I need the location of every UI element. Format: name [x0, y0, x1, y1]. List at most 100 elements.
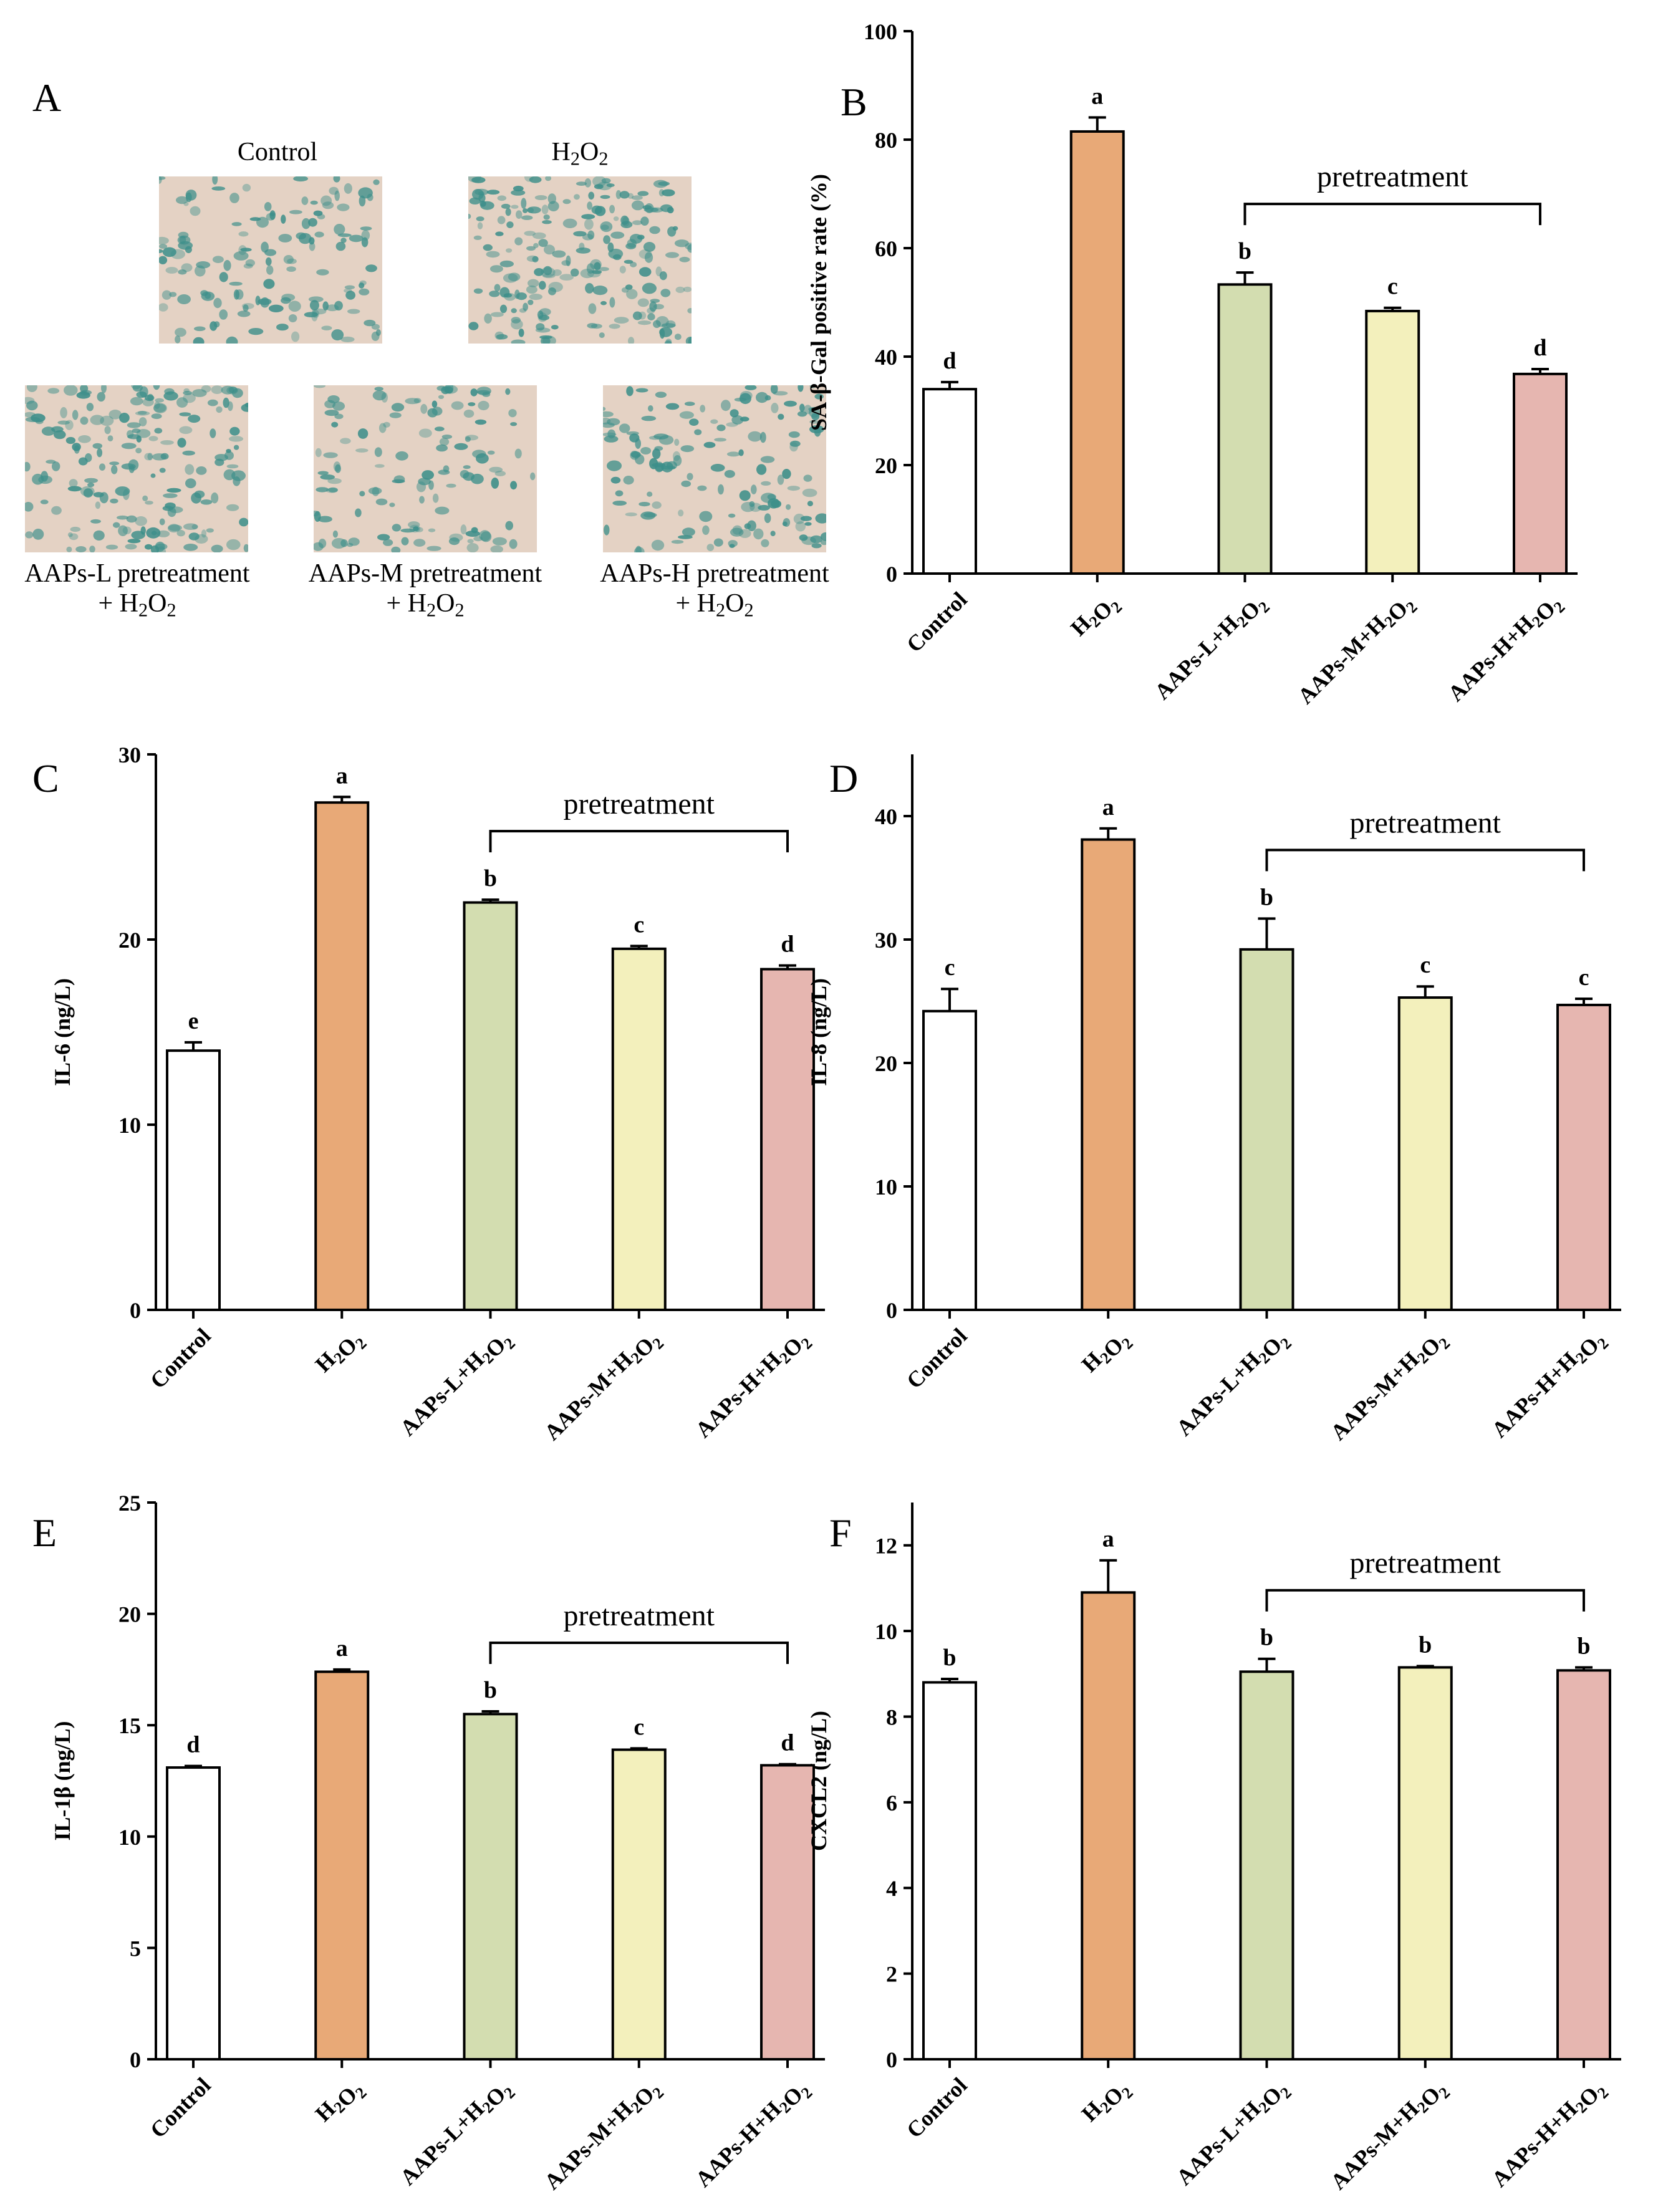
- y-tick-label: 10: [118, 1825, 141, 1850]
- stained-cell: [739, 490, 751, 501]
- micrograph-aaps-h: [603, 385, 826, 552]
- stained-cell: [242, 183, 251, 192]
- stained-cell: [371, 331, 380, 341]
- stained-cell: [770, 385, 778, 394]
- stained-cell: [372, 486, 380, 496]
- stained-cell: [54, 430, 66, 440]
- x-tick-label: AAPs-H+H2O2: [690, 2072, 816, 2198]
- chart-panel-f: F 0 2 4 6 8 10 12 CXCL2 (ng/L) b Control a H2O2 b AAPs…: [806, 1503, 1621, 2195]
- stained-cell: [597, 181, 612, 191]
- stained-cell: [320, 474, 335, 480]
- stained-cell: [233, 251, 249, 261]
- stained-cell: [511, 339, 526, 344]
- stained-cell: [486, 251, 500, 258]
- stained-cell: [654, 461, 664, 473]
- y-tick-label: 2: [886, 1962, 897, 1987]
- stained-cell: [206, 528, 214, 533]
- stained-cell: [687, 244, 692, 253]
- stained-cell: [64, 385, 78, 396]
- stained-cell: [401, 537, 409, 546]
- stained-cell: [659, 327, 673, 337]
- stained-cell: [159, 236, 169, 245]
- stained-cell: [545, 176, 552, 181]
- stained-cell: [653, 320, 661, 329]
- stained-cell: [764, 395, 771, 401]
- stained-cell: [749, 501, 755, 507]
- stained-cell: [635, 438, 641, 449]
- stained-cell: [635, 454, 645, 465]
- stained-cell: [121, 443, 137, 450]
- stained-cell: [548, 287, 556, 296]
- stained-cell: [144, 453, 153, 461]
- stained-cell: [334, 413, 344, 420]
- stained-cell: [159, 468, 166, 473]
- stained-cell: [465, 436, 471, 442]
- stained-cell: [537, 310, 544, 319]
- stained-cell: [78, 435, 91, 443]
- stained-cell: [694, 429, 702, 435]
- stained-cell: [584, 178, 591, 188]
- stained-cell: [529, 176, 542, 183]
- stained-cell: [266, 213, 275, 221]
- stained-cell: [248, 328, 264, 335]
- stained-cell: [288, 314, 297, 322]
- stained-cell: [231, 470, 246, 481]
- stained-cell: [614, 317, 629, 324]
- stained-cell: [724, 469, 735, 478]
- stained-cell: [38, 475, 52, 484]
- stained-cell: [286, 266, 296, 272]
- stained-cell: [200, 499, 213, 505]
- stained-cell: [451, 401, 464, 410]
- stained-cell: [758, 504, 770, 511]
- stained-cell: [373, 179, 380, 185]
- stained-cell: [532, 232, 546, 239]
- stained-cell: [594, 262, 601, 271]
- significance-letter: b: [1260, 884, 1273, 910]
- stained-cell: [301, 218, 311, 229]
- stained-cell: [664, 340, 672, 344]
- stained-cell: [322, 201, 334, 209]
- stained-cell: [135, 516, 148, 526]
- stained-cell: [359, 280, 367, 286]
- stained-cell: [135, 411, 150, 416]
- stained-cell: [607, 429, 616, 439]
- stained-cell: [90, 519, 101, 524]
- x-tick-label: Control: [902, 1323, 972, 1393]
- stained-cell: [524, 231, 536, 236]
- stained-cell: [65, 420, 74, 430]
- stained-cell: [211, 544, 223, 552]
- stained-cell: [289, 209, 302, 214]
- stained-cell: [521, 198, 527, 209]
- stained-cell: [126, 515, 137, 523]
- stained-cell: [594, 206, 606, 216]
- stained-cell: [340, 438, 351, 445]
- stained-cell: [344, 285, 355, 290]
- stained-cell: [374, 464, 385, 468]
- significance-letter: c: [634, 911, 644, 938]
- stained-cell: [183, 523, 198, 530]
- stained-cell: [808, 407, 817, 411]
- stained-cell: [761, 481, 771, 486]
- stained-cell: [730, 409, 739, 418]
- stained-cell: [263, 279, 275, 289]
- significance-letter: d: [781, 931, 794, 958]
- stained-cell: [107, 435, 113, 441]
- bar: [922, 388, 977, 575]
- pretreatment-label: pretreatment: [1349, 1547, 1501, 1580]
- stained-cell: [810, 535, 822, 544]
- stained-cell: [721, 400, 731, 411]
- stained-cell: [489, 265, 503, 273]
- y-axis-label: IL-8 (ng/L): [806, 978, 831, 1086]
- stained-cell: [672, 226, 678, 231]
- stained-cell: [89, 546, 95, 552]
- stained-cell: [80, 486, 95, 497]
- stained-cell: [533, 243, 539, 248]
- stained-cell: [514, 448, 522, 459]
- stained-cell: [337, 203, 350, 211]
- stained-cell: [626, 386, 634, 397]
- bar: [1397, 996, 1453, 1312]
- stained-cell: [377, 534, 390, 541]
- stained-cell: [658, 435, 674, 445]
- stained-cell: [374, 447, 382, 457]
